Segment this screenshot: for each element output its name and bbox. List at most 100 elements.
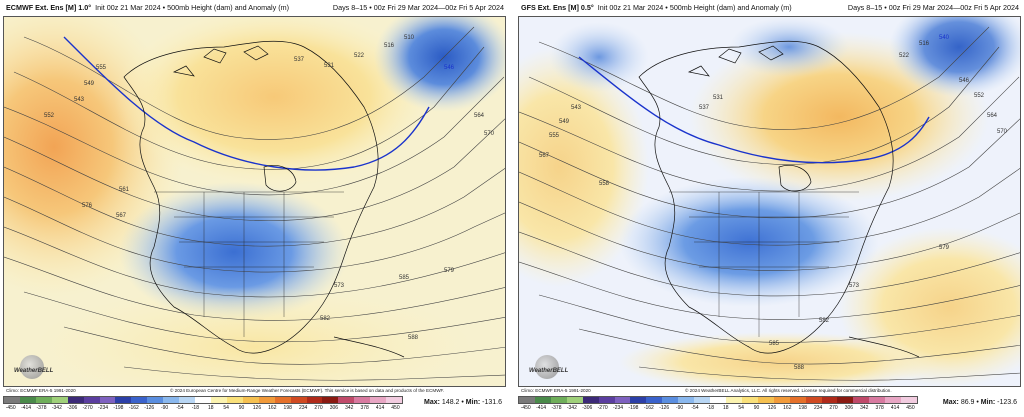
contour-label: 531 (324, 63, 335, 69)
contour-label: 558 (599, 181, 610, 187)
colorbar-tick-label: -450 (5, 405, 16, 411)
contour-label: 543 (571, 105, 582, 111)
highlight-contour (63, 36, 430, 171)
model-name: GFS Ext. Ens [M] 0.5° (521, 3, 594, 12)
colorbar-swatch (837, 397, 854, 403)
colorbar-swatch (51, 397, 68, 403)
political-borders (669, 191, 859, 337)
colorbar-tick-label: -18 (191, 405, 199, 411)
colorbar-swatch (67, 397, 84, 403)
colorbar-swatch (226, 397, 243, 403)
colorbar-swatch (773, 397, 790, 403)
colorbar-swatch (99, 397, 116, 403)
colorbar-swatch (757, 397, 774, 403)
contour-label: 546 (959, 78, 970, 84)
positive-anomaly-canada (114, 17, 434, 187)
contour-label: 570 (484, 131, 495, 137)
contour-label: 555 (549, 133, 560, 139)
colorbar-tick-label: -378 (36, 405, 47, 411)
colorbar-swatch (386, 397, 403, 403)
contour-labels: 555 549 543 537 531 522 516 540 546 552 … (539, 35, 1008, 371)
colorbar-tick-label: -234 (613, 405, 624, 411)
colorbar-swatch (195, 397, 211, 403)
colorbar-swatch (370, 397, 387, 403)
contour-label: 522 (354, 53, 365, 59)
colorbar-swatch (805, 397, 822, 403)
max-min-readout: Max: 148.2 • Min: -131.6 (424, 399, 502, 406)
anomaly-colorbar: -450 -414 -378 -342 -306 -270 -234 -198 -162 -126… (518, 396, 918, 416)
contour-label: 510 (404, 35, 415, 41)
colorbar-swatch (678, 397, 695, 403)
colorbar-labels: -450 -414 -378 -342 -306 -270 -234 -198 -162 -126… (3, 405, 403, 411)
colorbar-tick-label: -90 (160, 405, 169, 411)
contour-label: 570 (997, 129, 1008, 135)
satellite-dish-icon (20, 355, 44, 379)
contour-label: 576 (82, 203, 93, 209)
contour-label: 540 (939, 35, 950, 41)
colorbar-tick-label: 54 (738, 405, 744, 411)
colorbar-swatch (853, 397, 870, 403)
contour-label: 537 (294, 57, 305, 63)
colorbar-tick-label: 198 (283, 405, 292, 411)
contour-label: 582 (320, 316, 331, 322)
valid-period: Days 8–15 • 00z Fri 29 Mar 2024—00z Fri … (847, 3, 1019, 12)
contour-label: 522 (899, 53, 910, 59)
max-value: 148.2 (441, 399, 460, 406)
contour-label: 573 (334, 283, 345, 289)
credit-note: © 2024 WeatherBELL Analytics, LLC. All r… (685, 388, 892, 393)
logo-text: WeatherBELL (529, 368, 569, 374)
climo-note: Climo: ECMWF ERA-5 1991-2020 (6, 388, 76, 393)
colorbar-tick-label: -270 (597, 405, 608, 411)
contour-label: 516 (919, 41, 930, 47)
colorbar-tick-label: -18 (706, 405, 714, 411)
coastline (123, 40, 405, 358)
colorbar-tick-label: 342 (860, 405, 869, 411)
contour-label: 585 (399, 275, 410, 281)
colorbar-swatch (19, 397, 36, 403)
colorbar-tick-label: 378 (360, 405, 369, 411)
colorbar-swatch (550, 397, 567, 403)
colorbar-tick-label: -414 (536, 405, 547, 411)
colorbar-tick-label: 414 (890, 405, 900, 411)
colorbar-tick-label: -414 (21, 405, 32, 411)
colorbar-tick-label: 378 (875, 405, 884, 411)
colorbar-swatch (115, 397, 132, 403)
colorbar-tick-label: -342 (51, 405, 62, 411)
colorbar-tick-label: -234 (98, 405, 109, 411)
contour-label: 549 (559, 119, 570, 125)
contour-label: 537 (699, 105, 710, 111)
panel-title: ECMWF Ext. Ens [M] 1.0° Init 00z 21 Mar … (0, 0, 508, 16)
colorbar-swatch (614, 397, 631, 403)
contour-label: 549 (84, 81, 95, 87)
colorbar-swatch (131, 397, 148, 403)
min-label: Min: (980, 399, 996, 406)
negative-anomaly-atlantic (889, 17, 1020, 97)
contour-label: 573 (849, 283, 860, 289)
contour-label: 561 (119, 187, 130, 193)
colorbar-swatch (163, 397, 180, 403)
positive-anomaly-pacific (519, 47, 649, 287)
colorbar-swatch (210, 397, 227, 403)
positive-anomaly-gulf (619, 332, 939, 386)
contour-label: 564 (987, 113, 998, 119)
colorbar-tick-label: -54 (691, 405, 699, 411)
colorbar-tick-label: -306 (67, 405, 78, 411)
colorbar-swatch (901, 397, 918, 403)
colorbar-tick-label: 18 (207, 405, 214, 411)
colorbar-tick-label: -198 (113, 405, 124, 411)
max-min-readout: Max: 86.9 • Min: -123.6 (942, 399, 1017, 406)
colorbar-tick-label: -126 (659, 405, 670, 411)
colorbar-swatch (789, 397, 806, 403)
colorbar-tick-label: 18 (722, 405, 729, 411)
colorbar-tick-label: 234 (298, 405, 308, 411)
colorbar-tick-label: -162 (643, 405, 654, 411)
model-name: ECMWF Ext. Ens [M] 1.0° (6, 3, 92, 12)
contour-label: 588 (794, 365, 805, 371)
weatherbell-logo: WeatherBELL (529, 355, 569, 385)
colorbar-swatch (741, 397, 758, 403)
colorbar-swatch (710, 397, 726, 403)
weatherbell-logo: WeatherBELL (14, 355, 53, 385)
colorbar-swatch (306, 397, 323, 403)
contour-label: 567 (116, 213, 127, 219)
colorbar-swatch (147, 397, 164, 403)
